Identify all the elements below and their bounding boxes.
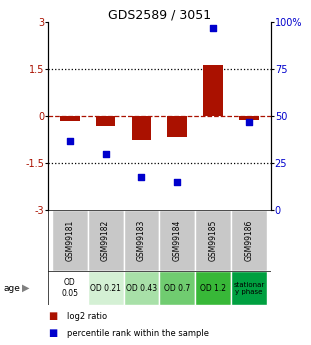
Point <box>139 174 144 179</box>
Bar <box>203 65 223 116</box>
Bar <box>96 116 115 127</box>
Bar <box>52 271 88 305</box>
Text: ■: ■ <box>48 328 58 338</box>
Text: OD 0.7: OD 0.7 <box>164 284 190 293</box>
Text: OD 0.21: OD 0.21 <box>90 284 121 293</box>
Text: GSM99183: GSM99183 <box>137 220 146 261</box>
Bar <box>195 271 231 305</box>
Bar <box>60 116 80 121</box>
Bar <box>195 210 231 271</box>
Text: percentile rank within the sample: percentile rank within the sample <box>67 328 209 338</box>
Text: ▶: ▶ <box>22 283 29 293</box>
Text: OD
0.05: OD 0.05 <box>61 278 78 298</box>
Text: OD 1.2: OD 1.2 <box>200 284 226 293</box>
Point <box>247 119 252 125</box>
Bar <box>167 116 187 137</box>
Bar <box>123 210 160 271</box>
Text: stationar
y phase: stationar y phase <box>234 282 265 295</box>
Bar <box>239 116 259 120</box>
Bar <box>88 210 123 271</box>
Text: GSM99184: GSM99184 <box>173 220 182 261</box>
Bar <box>52 210 88 271</box>
Bar <box>132 116 151 140</box>
Text: log2 ratio: log2 ratio <box>67 312 107 321</box>
Bar <box>160 210 195 271</box>
Text: age: age <box>3 284 20 293</box>
Title: GDS2589 / 3051: GDS2589 / 3051 <box>108 8 211 21</box>
Bar <box>231 210 267 271</box>
Point <box>211 25 216 31</box>
Text: GSM99186: GSM99186 <box>244 220 253 261</box>
Text: ■: ■ <box>48 312 58 322</box>
Text: GSM99182: GSM99182 <box>101 220 110 261</box>
Bar <box>88 271 123 305</box>
Text: GSM99181: GSM99181 <box>65 220 74 261</box>
Point <box>67 138 72 144</box>
Point <box>175 179 180 185</box>
Text: GSM99185: GSM99185 <box>209 220 218 261</box>
Text: OD 0.43: OD 0.43 <box>126 284 157 293</box>
Bar <box>231 271 267 305</box>
Point <box>103 151 108 157</box>
Bar <box>123 271 160 305</box>
Bar <box>160 271 195 305</box>
